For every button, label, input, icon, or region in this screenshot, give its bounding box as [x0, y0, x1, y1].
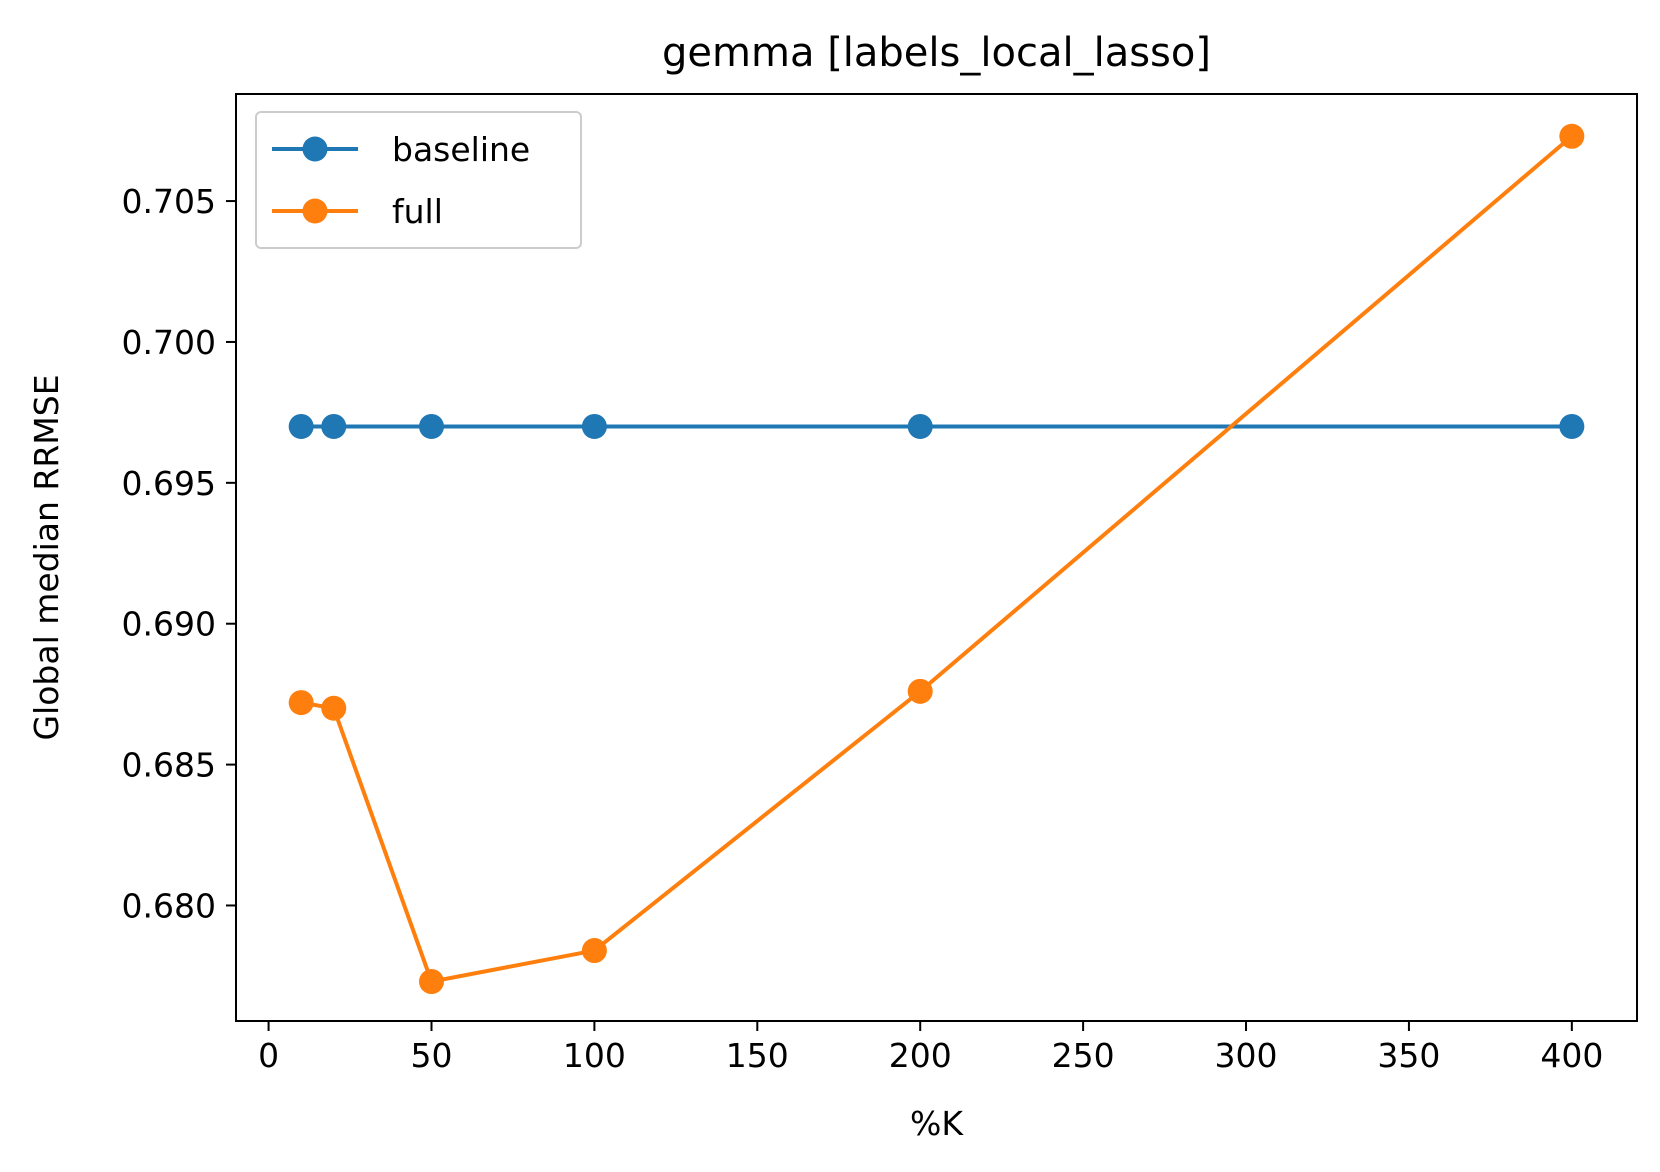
- data-point-full: [1559, 123, 1585, 149]
- y-tick-label: 0.685: [122, 746, 216, 785]
- series-baseline: [288, 413, 1585, 439]
- legend-item-baseline: baseline: [272, 130, 530, 169]
- data-point-full: [418, 969, 444, 995]
- data-point-baseline: [1559, 413, 1585, 439]
- x-tick-label: 150: [726, 1036, 789, 1075]
- legend-marker: [302, 198, 328, 224]
- legend: baseline full: [255, 111, 582, 249]
- legend-item-full: full: [272, 192, 443, 231]
- x-axis: 0 50 100 150 200 250 300 350 400: [258, 1021, 1603, 1075]
- x-tick-label: 0: [258, 1036, 279, 1075]
- x-tick-label: 200: [889, 1036, 952, 1075]
- chart-title: gemma [labels_local_lasso]: [662, 30, 1211, 76]
- data-point-baseline: [288, 413, 314, 439]
- y-tick-label: 0.680: [122, 886, 216, 925]
- data-point-full: [321, 695, 347, 721]
- series-full: [288, 123, 1585, 995]
- legend-marker: [302, 136, 328, 162]
- data-point-baseline: [581, 413, 607, 439]
- series-layer: [288, 123, 1585, 995]
- plot-frame: [235, 93, 1638, 1022]
- data-point-baseline: [418, 413, 444, 439]
- data-point-full: [907, 678, 933, 704]
- legend-box: [255, 111, 582, 249]
- data-point-baseline: [321, 413, 347, 439]
- x-tick-label: 300: [1215, 1036, 1278, 1075]
- x-tick-label: 100: [563, 1036, 626, 1075]
- y-tick-label: 0.705: [122, 182, 216, 221]
- y-axis-label: Global median RRMSE: [27, 374, 66, 740]
- y-tick-label: 0.695: [122, 464, 216, 503]
- plot-area: [235, 93, 1638, 1022]
- x-tick-label: 350: [1377, 1036, 1440, 1075]
- data-point-full: [288, 690, 314, 716]
- series-line-full: [300, 134, 1574, 984]
- legend-label: baseline: [392, 130, 530, 169]
- x-axis-label: %K: [910, 1104, 964, 1143]
- x-tick-label: 50: [410, 1036, 452, 1075]
- legend-label: full: [392, 192, 443, 231]
- y-tick-label: 0.700: [122, 323, 216, 362]
- x-tick-label: 400: [1540, 1036, 1603, 1075]
- x-tick-label: 250: [1052, 1036, 1115, 1075]
- y-tick-label: 0.690: [122, 605, 216, 644]
- data-point-baseline: [907, 413, 933, 439]
- data-point-full: [581, 938, 607, 964]
- y-axis: 0.680 0.685 0.690 0.695 0.700 0.705: [122, 182, 236, 925]
